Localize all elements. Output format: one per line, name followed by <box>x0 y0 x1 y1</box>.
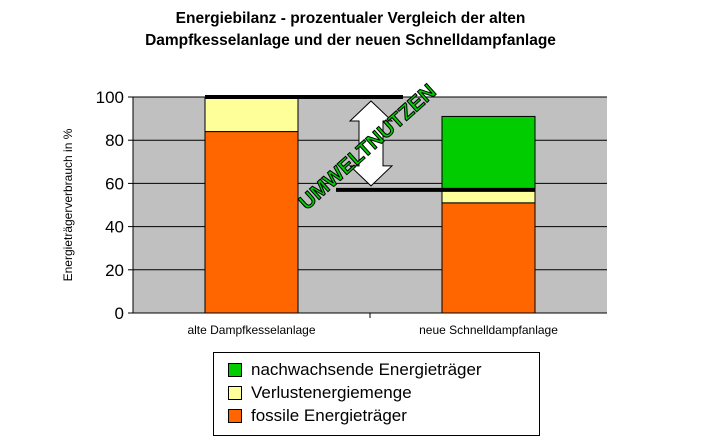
legend-item: Verlustenergiemenge <box>228 382 412 404</box>
x-tick-label: alte Dampfkesselanlage <box>187 323 315 337</box>
y-tick-label: 60 <box>105 174 124 193</box>
y-tick-label: 80 <box>105 131 124 150</box>
bar-segment <box>204 96 299 133</box>
x-tick-label: neue Schnelldampfanlage <box>419 323 558 337</box>
legend-swatch <box>228 409 242 423</box>
y-tick-label: 40 <box>105 218 124 237</box>
legend-label: nachwachsende Energieträger <box>251 360 482 379</box>
y-tick-label: 20 <box>105 261 124 280</box>
bar-segment <box>441 202 536 314</box>
y-tick-label: 0 <box>115 304 124 323</box>
legend-label: Verlustenergiemenge <box>251 383 412 402</box>
chart-title: Energiebilanz - prozentualer Vergleich d… <box>0 8 701 52</box>
legend-item: nachwachsende Energieträger <box>228 359 482 381</box>
bar-segment <box>204 131 299 314</box>
legend-label: fossile Energieträger <box>251 406 407 425</box>
y-axis-label: Energieträgerverbrauch in % <box>61 128 75 281</box>
chart-title-line1: Energiebilanz - prozentualer Vergleich d… <box>175 10 526 27</box>
legend-item: fossile Energieträger <box>228 405 407 427</box>
y-tick-label: 100 <box>96 88 124 107</box>
legend-swatch <box>228 386 242 400</box>
bar-segment <box>441 115 536 191</box>
chart-legend: nachwachsende Energieträger Verlustenergi… <box>213 352 540 436</box>
double-arrow <box>348 100 394 187</box>
chart-title-line2: Dampfkesselanlage und der neuen Schnelld… <box>145 32 556 49</box>
legend-swatch <box>228 363 242 377</box>
